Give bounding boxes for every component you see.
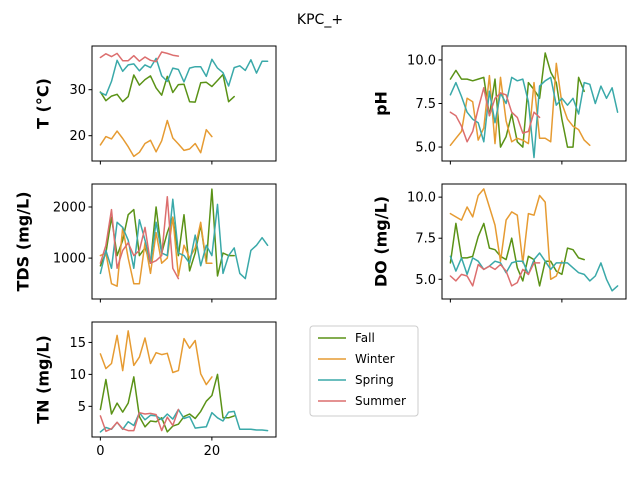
y-tick-label: 10.0 [407,191,436,206]
series-line-summer [449,87,541,143]
axes-frame [441,183,627,300]
series-line-fall [449,222,585,287]
y-tick-label: 7.5 [415,97,436,112]
axes-frame [91,45,277,162]
panel-ph: 5.0 7.5 10.0 pH [372,45,627,165]
series-line-winter [449,62,591,147]
panel-t: 20 30 T (°C) [34,45,277,165]
figure-title: KPC_+ [297,12,343,28]
series-group [99,188,269,287]
y-tick-label: 5 [78,400,86,415]
y-tick-label: 7.5 [415,232,436,247]
series-group [99,330,269,433]
x-tick-label: 20 [204,444,221,459]
series-line-fall [99,73,235,103]
panel-tds: 1000 2000 TDS (mg/L) [14,183,277,303]
series-line-fall [99,188,235,277]
panels: 20 30 T (°C) 5.0 7.5 10.0 pH 1000 2000 TDS (mg/L)… [14,45,627,459]
panel-do: 5.0 7.5 10.0 DO (mg/L) [372,183,627,303]
series-line-summer [99,196,180,280]
series-line-summer [99,408,180,433]
legend-box [309,325,419,417]
legend-label-summer: Summer [355,394,406,408]
y-tick-label: 20 [69,129,86,144]
y-tick-label: 10.0 [407,53,436,68]
series-group [449,52,619,159]
series-line-fall [99,373,235,433]
panel-tn: 5 10 15 0 20 TN (mg/L) [34,321,277,459]
series-line-winter [99,216,213,287]
y-tick-label: 30 [69,83,86,98]
x-tick-label: 0 [96,444,104,459]
y-tick-label: 5.0 [415,273,436,288]
series-line-winter [449,188,563,281]
series-line-summer [99,51,180,63]
y-tick-label: 1000 [53,252,86,267]
series-line-winter [99,330,213,386]
y-axis-label: TN (mg/L) [34,335,53,424]
axes-frame [91,321,277,438]
series-line-summer [449,262,541,287]
y-tick-label: 2000 [53,201,86,216]
legend-label-winter: Winter [355,352,395,366]
legend-label-fall: Fall [355,331,375,345]
y-axis-label: pH [372,91,391,116]
series-line-winter [99,119,213,158]
y-tick-label: 10 [69,368,86,383]
series-line-spring [449,76,619,159]
y-axis-label: TDS (mg/L) [14,191,33,291]
y-axis-label: DO (mg/L) [372,196,391,287]
series-line-fall [449,52,585,148]
legend: Fall Winter Spring Summer [309,325,419,417]
series-line-spring [449,252,619,292]
y-tick-label: 15 [69,336,86,351]
series-group [99,51,269,158]
series-line-spring [99,198,269,280]
series-group [449,188,619,292]
legend-label-spring: Spring [355,373,394,387]
y-tick-label: 5.0 [415,141,436,156]
series-line-spring [99,408,269,433]
y-axis-label: T (°C) [34,78,53,129]
series-line-spring [99,57,269,96]
axes-frame [91,183,277,300]
